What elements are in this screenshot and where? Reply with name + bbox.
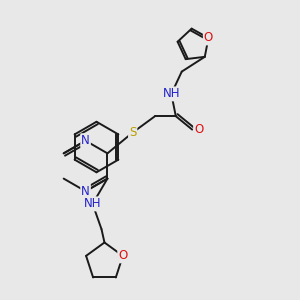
Text: NH: NH xyxy=(84,197,101,210)
Text: N: N xyxy=(81,134,90,147)
Text: N: N xyxy=(81,185,90,198)
Text: O: O xyxy=(118,249,128,262)
Text: S: S xyxy=(129,126,136,139)
Text: O: O xyxy=(194,123,203,136)
Text: NH: NH xyxy=(163,87,180,101)
Text: O: O xyxy=(204,32,213,44)
